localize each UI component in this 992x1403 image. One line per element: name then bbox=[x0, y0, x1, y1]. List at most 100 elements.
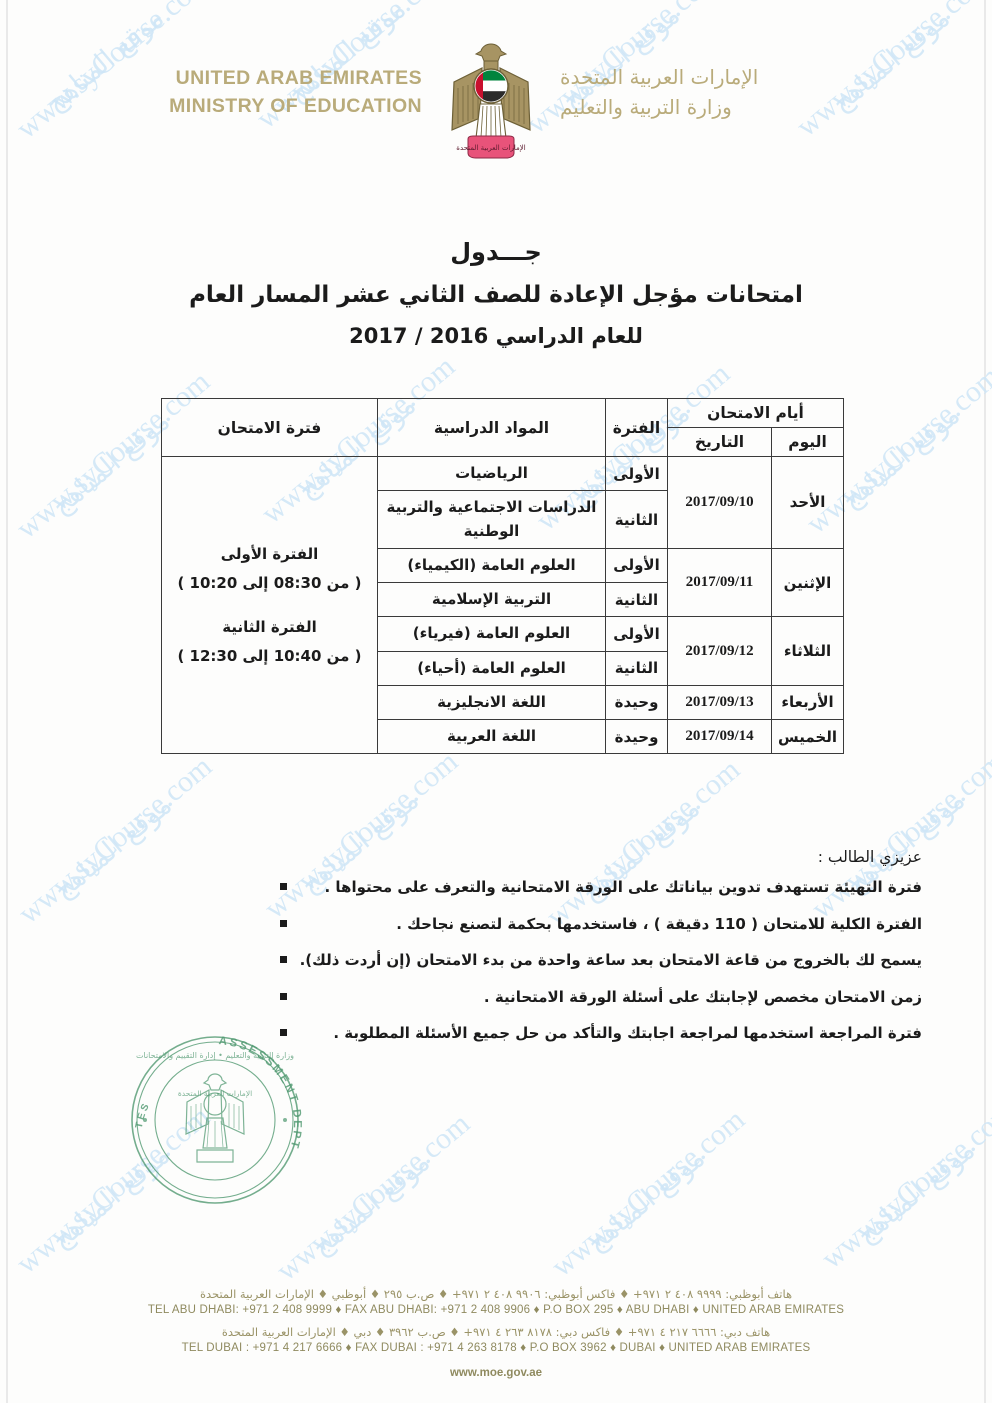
cell-date: 2017/09/10 bbox=[667, 456, 772, 549]
watermark-text: موقع المناهج bbox=[48, 789, 178, 906]
table-header-row-2: اليوم التاريخ bbox=[162, 427, 844, 457]
cell-day: الخميس bbox=[771, 718, 844, 755]
table-header-row-1: أيام الامتحان الفترة المواد الدراسية فتر… bbox=[161, 398, 844, 457]
uae-falcon-emblem-icon: الإمارات العربية المتحدة bbox=[444, 38, 538, 164]
watermark-text: موقع المناهج bbox=[581, 1142, 711, 1259]
table-row: الثانية العلوم العامة (أحياء) bbox=[162, 650, 844, 686]
footer-abudhabi-arabic: هاتف أبوظبي: ٩٩٩٩ ٤٠٨ ٢ ٩٧١+ ♦ فاكس أبوظ… bbox=[199, 1287, 793, 1301]
cell-subject: اللغة الانجليزية bbox=[377, 684, 606, 721]
time-block-1: الفترة الأولى ( من 08:30 إلى 10:20 ) bbox=[166, 540, 373, 597]
time-block-range: ( من 08:30 إلى 10:20 ) bbox=[177, 573, 362, 592]
cell-period: وحيدة bbox=[605, 718, 668, 755]
document-titles: جـــدول امتحانات مؤجل الإعادة للصف الثان… bbox=[0, 238, 992, 348]
header-date: التاريخ bbox=[667, 427, 772, 457]
letterhead-en-line2: MINISTRY OF EDUCATION bbox=[169, 95, 422, 118]
bullet-square-icon bbox=[280, 883, 287, 890]
header-period: الفترة bbox=[605, 398, 668, 457]
cell-date: 2017/09/14 bbox=[667, 718, 772, 755]
note-text: الفترة الكلية للامتحان ( 110 دقيقة ) ، ف… bbox=[396, 914, 922, 933]
note-text: فترة المراجعة استخدمها لمراجعة اجابتك وا… bbox=[333, 1024, 922, 1042]
table-row: الأحد 2017/09/10 الأولى الرياضيات الفترة الأ… bbox=[161, 455, 844, 755]
page-edge-right bbox=[984, 0, 986, 1403]
letterhead-arabic: الإمارات العربية المتحدة وزارة التربية و… bbox=[560, 38, 840, 122]
cell-exam-period-times: الفترة الأولى( من 08:30 إلى 10:20 ) الفتر… bbox=[161, 455, 378, 755]
header-day: اليوم bbox=[771, 427, 844, 457]
footer-dubai-english: TEL DUBAI : +971 4 217 6666 ♦ FAX DUBAI … bbox=[181, 1342, 811, 1354]
footer-dubai-arabic: هاتف دبي: ٦٦٦٦ ٢١٧ ٤ ٩٧١+ ♦ فاكس دبي: ٨١… bbox=[221, 1325, 771, 1339]
cell-day: الثلاثاء bbox=[771, 616, 844, 686]
notes-list: فترة التهيئة تستهدف تدوين بياناتك على ال… bbox=[280, 876, 922, 1045]
cell-day: الأحد bbox=[771, 456, 844, 549]
table-row: الثانية التربية الإسلامية bbox=[162, 581, 844, 618]
watermark-text: www.syCourse.com bbox=[545, 1102, 752, 1284]
letterhead-en-line1: UNITED ARAB EMIRATES bbox=[175, 67, 422, 89]
bullet-square-icon bbox=[280, 919, 287, 927]
watermark-text: موقع المناهج bbox=[306, 1146, 436, 1263]
watermark-text: موقع المناهج bbox=[836, 399, 966, 516]
cell-subject: العلوم العامة (أحياء) bbox=[377, 650, 606, 686]
cell-subject: الدراسات الاجتماعية والتربية الوطنية bbox=[377, 490, 606, 549]
page-edge-left bbox=[6, 0, 8, 1403]
cell-subject: اللغة العربية bbox=[377, 718, 606, 755]
svg-text:وزارة التربية والتعليم • إدارة: وزارة التربية والتعليم • إدارة التقييم و… bbox=[136, 1051, 294, 1061]
bullet-square-icon bbox=[280, 956, 287, 963]
header-exam-days: أيام الامتحان bbox=[667, 398, 844, 428]
svg-text:الإمارات العربية المتحدة: الإمارات العربية المتحدة bbox=[178, 1089, 252, 1098]
note-text: زمن الامتحان مخصص لإجابتك على أسئلة الور… bbox=[483, 987, 922, 1006]
cell-period: الثانية bbox=[605, 650, 668, 686]
cell-subject: التربية الإسلامية bbox=[377, 581, 606, 618]
header-subjects: المواد الدراسية bbox=[377, 398, 606, 457]
footer-abudhabi-english: TEL ABU DHABI: +971 2 408 9999 ♦ FAX ABU… bbox=[147, 1304, 845, 1316]
time-block-2: الفترة الثانية ( من 10:40 إلى 12:30 ) bbox=[166, 613, 373, 670]
table-row: الخميس 2017/09/14 وحيدة اللغة العربية bbox=[162, 718, 844, 755]
watermark-text: موقع المناهج bbox=[46, 405, 176, 522]
svg-text:الإمارات العربية المتحدة: الإمارات العربية المتحدة bbox=[456, 144, 525, 152]
note-item: فترة التهيئة تستهدف تدوين بياناتك على ال… bbox=[280, 876, 922, 899]
official-stamp: MINISTRY OF EDUCATION • ASSESSMENT DEPT … bbox=[106, 1013, 317, 1217]
cell-date: 2017/09/12 bbox=[667, 616, 772, 686]
exam-schedule-table-wrapper: أيام الامتحان الفترة المواد الدراسية فتر… bbox=[161, 398, 844, 755]
notes-heading: عزيزي الطالب : bbox=[817, 848, 922, 866]
note-item: زمن الامتحان مخصص لإجابتك على أسئلة الور… bbox=[280, 986, 922, 1009]
note-item: الفترة الكلية للامتحان ( 110 دقيقة ) ، ف… bbox=[280, 913, 922, 936]
time-block-range: ( من 10:40 إلى 12:30 ) bbox=[177, 646, 362, 665]
table-row: الثلاثاء 2017/09/12 الأولى العلوم العامة (ف… bbox=[162, 616, 844, 686]
table-row: الإثنين 2017/09/11 الأولى العلوم العامة (ال… bbox=[162, 547, 844, 618]
cell-period: الثانية bbox=[605, 490, 668, 549]
letterhead: UNITED ARAB EMIRATES MINISTRY OF EDUCATI… bbox=[0, 38, 992, 178]
table-head: أيام الامتحان الفترة المواد الدراسية فتر… bbox=[161, 398, 844, 457]
cell-subject: الرياضيات bbox=[377, 455, 606, 492]
title-main: امتحانات مؤجل الإعادة للصف الثاني عشر ال… bbox=[189, 282, 803, 308]
letterhead-ar-line2: وزارة التربية والتعليم bbox=[560, 95, 732, 119]
cell-period: وحيدة bbox=[605, 684, 668, 721]
exam-schedule-table: أيام الامتحان الفترة المواد الدراسية فتر… bbox=[161, 398, 844, 755]
note-text: فترة التهيئة تستهدف تدوين بياناتك على ال… bbox=[324, 878, 922, 896]
cell-date: 2017/09/11 bbox=[667, 547, 772, 618]
title-academic-year: للعام الدراسي 2016 / 2017 bbox=[349, 324, 643, 348]
cell-subject: العلوم العامة (الكيمياء) bbox=[377, 547, 606, 584]
time-block-title: الفترة الثانية bbox=[222, 618, 317, 637]
cell-subject: العلوم العامة (فيرياء) bbox=[377, 616, 606, 652]
page-footer: هاتف أبوظبي: ٩٩٩٩ ٤٠٨ ٢ ٩٧١+ ♦ فاكس أبوظ… bbox=[0, 1287, 992, 1379]
watermark-text: www.syCourse.com bbox=[815, 1094, 992, 1276]
note-text: يسمح لك بالخروج من قاعة الامتحان بعد ساع… bbox=[299, 951, 922, 969]
watermark-text: موقع المناهج bbox=[851, 1134, 981, 1251]
bullet-square-icon bbox=[280, 1029, 287, 1036]
cell-day: الإثنين bbox=[771, 547, 844, 618]
letterhead-english: UNITED ARAB EMIRATES MINISTRY OF EDUCATI… bbox=[152, 38, 422, 121]
note-item: فترة المراجعة استخدمها لمراجعة اجابتك وا… bbox=[280, 1022, 922, 1045]
footer-website-link[interactable]: www.moe.gov.ae bbox=[449, 1367, 543, 1379]
cell-period: الأولى bbox=[605, 455, 668, 492]
cell-day: الأربعاء bbox=[771, 684, 844, 721]
time-block-title: الفترة الأولى bbox=[220, 545, 319, 564]
header-exam-period: فترة الامتحان bbox=[161, 398, 378, 457]
cell-period: الثانية bbox=[605, 581, 668, 618]
watermark-text: www.syCourse.com bbox=[12, 749, 219, 931]
title-jadwal: جـــدول bbox=[450, 238, 542, 266]
student-notes: عزيزي الطالب : فترة التهيئة تستهدف تدوين… bbox=[280, 848, 922, 1059]
cell-period: الأولى bbox=[605, 547, 668, 584]
note-item: يسمح لك بالخروج من قاعة الامتحان بعد ساع… bbox=[280, 949, 922, 972]
letterhead-ar-line1: الإمارات العربية المتحدة bbox=[560, 65, 759, 89]
table-body: الأحد 2017/09/10 الأولى الرياضيات الفترة الأ… bbox=[161, 455, 844, 755]
